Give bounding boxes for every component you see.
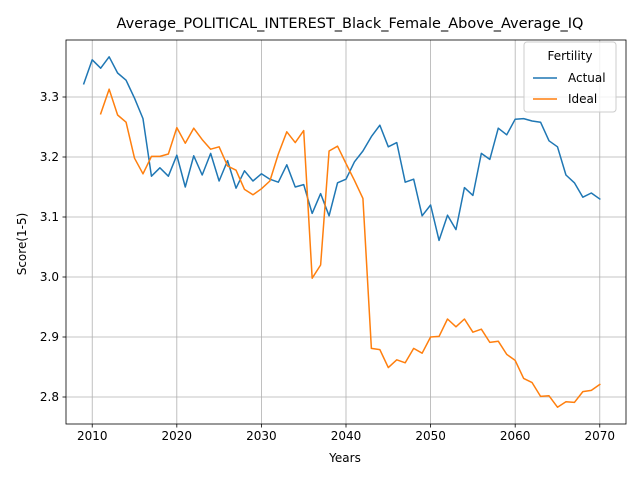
x-tick-label: 2040	[331, 429, 362, 443]
y-tick-label: 3.1	[40, 210, 59, 224]
y-axis-ticks: 2.8 2.9 3.0 3.1 3.2 3.3	[40, 90, 66, 404]
series-lines	[82, 56, 601, 408]
legend-label-ideal: Ideal	[568, 92, 597, 106]
series-line-actual	[82, 56, 601, 242]
series-line-ideal	[99, 88, 601, 408]
legend-label-actual: Actual	[568, 71, 606, 85]
x-tick-label: 2050	[415, 429, 446, 443]
y-axis-label: Score(1-5)	[15, 213, 29, 276]
x-tick-label: 2030	[246, 429, 277, 443]
x-axis-label: Years	[328, 451, 361, 465]
x-tick-label: 2020	[162, 429, 193, 443]
y-tick-label: 3.3	[40, 90, 59, 104]
legend-box	[523, 41, 617, 113]
x-tick-label: 2010	[77, 429, 108, 443]
y-tick-label: 3.0	[40, 270, 59, 284]
x-tick-label: 2060	[500, 429, 531, 443]
chart-title: Average_POLITICAL_INTEREST_Black_Female_…	[117, 16, 584, 32]
x-axis-ticks: 2010 2020 2030 2040 2050 2060 2070	[77, 424, 615, 443]
grid	[66, 40, 626, 424]
x-tick-label: 2070	[585, 429, 616, 443]
y-tick-label: 2.8	[40, 390, 59, 404]
legend: Fertility Actual Ideal	[523, 41, 617, 113]
y-tick-label: 2.9	[40, 330, 59, 344]
y-tick-label: 3.2	[40, 150, 59, 164]
legend-title: Fertility	[547, 49, 592, 63]
